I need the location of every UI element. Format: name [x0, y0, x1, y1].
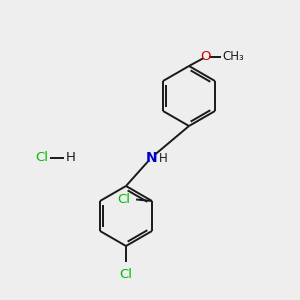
Text: Cl: Cl [117, 193, 130, 206]
Text: O: O [200, 50, 211, 64]
Text: Cl: Cl [119, 268, 133, 281]
Text: CH₃: CH₃ [223, 50, 244, 64]
Text: H: H [66, 151, 75, 164]
Text: Cl: Cl [35, 151, 49, 164]
Text: N: N [146, 151, 157, 164]
Text: H: H [158, 152, 167, 166]
